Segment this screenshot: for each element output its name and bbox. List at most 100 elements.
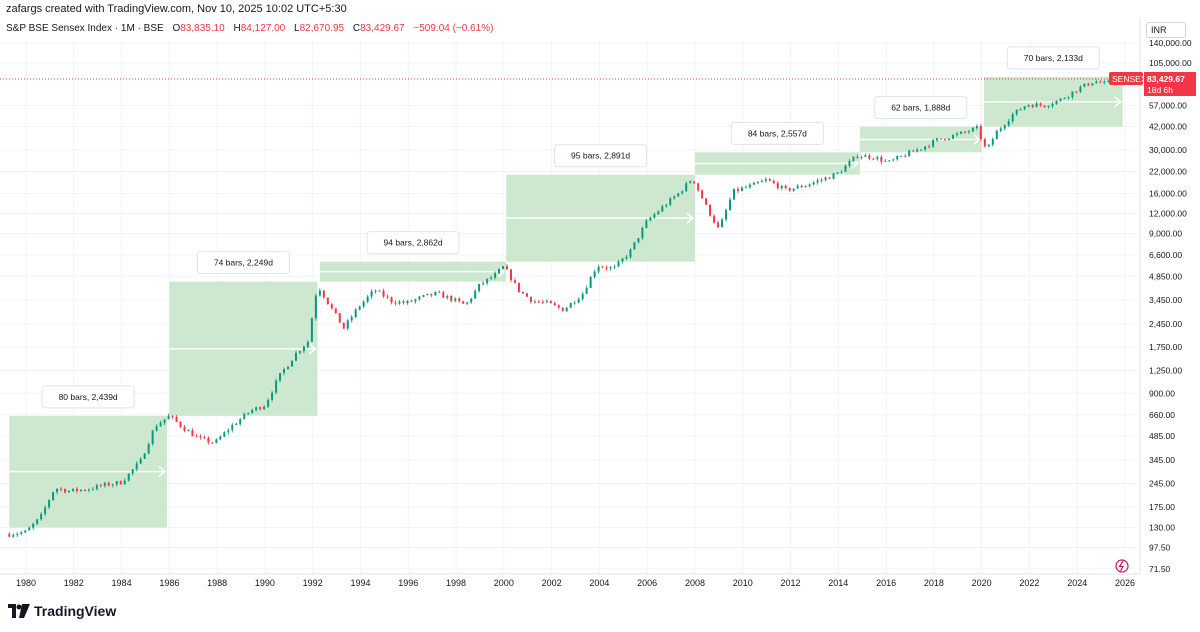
ticker-label: SENSEX <box>1112 74 1147 84</box>
candle-body <box>697 183 700 191</box>
price-tick-label: 9,000.00 <box>1149 229 1182 239</box>
candle-body <box>1007 121 1010 126</box>
candle-body <box>506 266 509 270</box>
year-tick-label: 1982 <box>64 578 84 588</box>
candle-body <box>617 261 620 267</box>
candle-body <box>597 266 600 272</box>
year-tick-label: 1990 <box>255 578 275 588</box>
candle-body <box>486 278 489 284</box>
measure-label-box <box>366 231 460 255</box>
price-candles <box>8 77 1122 539</box>
open-label: O <box>172 23 181 34</box>
candle-body <box>103 482 106 486</box>
candle-body <box>191 430 194 437</box>
candle-body <box>326 297 329 305</box>
candle-body <box>693 181 696 184</box>
year-tick-label: 1988 <box>207 578 227 588</box>
candle-body <box>796 185 799 189</box>
candle-body <box>529 296 532 303</box>
candle-body <box>908 150 911 157</box>
price-axis[interactable]: 71.50 97.50 130.00 175.00 245.00 345.00 485.00… <box>1149 38 1192 574</box>
price-tick-label: 6,600.00 <box>1149 250 1182 260</box>
last-price-badge <box>1144 72 1196 96</box>
candle-body <box>940 138 943 140</box>
symbol-name[interactable]: S&P BSE Sensex Index · 1M · BSE <box>6 23 164 34</box>
candle-body <box>334 308 337 314</box>
candle-body <box>561 307 564 312</box>
candle-body <box>768 179 771 181</box>
candle-body <box>450 295 453 301</box>
year-tick-label: 2022 <box>1019 578 1039 588</box>
candle-body <box>20 532 23 534</box>
candle-body <box>864 155 867 157</box>
candle-body <box>959 131 962 134</box>
candle-body <box>235 423 238 425</box>
candle-body <box>263 406 266 410</box>
candle-body <box>581 293 584 299</box>
candle-body <box>418 296 421 300</box>
candle-body <box>509 269 512 281</box>
candle-body <box>318 290 321 296</box>
candle-body <box>999 128 1002 131</box>
candle-body <box>426 293 429 296</box>
candle-body <box>127 473 130 481</box>
year-tick-label: 2026 <box>1115 578 1135 588</box>
measure-arrow-head <box>308 343 317 355</box>
candle-body <box>991 139 994 145</box>
candle-body <box>605 267 608 269</box>
time-axis[interactable]: 1980 1982 1984 1986 1988 1990 1992 1994 1996 1998… <box>16 578 1135 588</box>
candle-body <box>971 127 974 132</box>
candle-body <box>338 313 341 323</box>
candle-body <box>167 415 170 420</box>
candle-body <box>95 485 98 490</box>
candle-body <box>422 295 425 297</box>
candle-body <box>673 196 676 199</box>
year-tick-label: 2016 <box>876 578 896 588</box>
candle-body <box>1083 83 1086 87</box>
candle-body <box>537 301 540 303</box>
candle-body <box>721 219 724 228</box>
candle-body <box>641 227 644 239</box>
price-tick-label: 900.00 <box>1149 388 1175 398</box>
candle-body <box>44 507 47 514</box>
candle-body <box>1071 91 1074 98</box>
candle-body <box>211 442 214 444</box>
candle-body <box>573 302 576 304</box>
close-value: 83,429.67 <box>360 23 405 34</box>
attribution-text: zafargs created with TradingView.com, No… <box>6 3 347 15</box>
reload-icon[interactable] <box>1115 559 1129 573</box>
measure-arrow-head <box>973 133 981 146</box>
candle-body <box>390 297 393 303</box>
measure-ranges: 80 bars, 2,439d 74 bars, 2,249d 94 bars, 2… <box>9 46 1123 528</box>
candle-body <box>259 407 262 410</box>
price-tick-label: 71.50 <box>1149 564 1171 574</box>
candle-body <box>302 346 305 352</box>
measure-label-box <box>730 121 824 145</box>
candle-body <box>1095 81 1098 84</box>
candle-body <box>756 182 759 184</box>
candle-body <box>171 415 174 417</box>
candle-body <box>410 300 413 302</box>
candle-body <box>995 130 998 140</box>
measure-label-box <box>554 144 648 168</box>
candle-body <box>498 269 501 274</box>
price-tick-label: 3,450.00 <box>1149 295 1182 305</box>
candle-body <box>1091 83 1094 86</box>
candle-body <box>111 484 114 486</box>
candle-body <box>549 300 552 304</box>
candle-body <box>406 300 409 304</box>
year-tick-label: 2010 <box>733 578 753 588</box>
year-tick-label: 2012 <box>781 578 801 588</box>
candle-body <box>24 530 27 533</box>
price-tick-label: 140,000.00 <box>1149 38 1192 48</box>
candle-body <box>99 485 102 487</box>
candle-body <box>490 277 493 279</box>
candle-body <box>350 316 353 321</box>
measure-arrow-head <box>497 266 506 278</box>
candle-body <box>354 309 357 317</box>
candle-body <box>442 292 445 298</box>
candle-body <box>219 436 222 440</box>
price-tick-label: 57,000.00 <box>1149 100 1187 110</box>
currency-button[interactable]: INR <box>1146 22 1186 38</box>
